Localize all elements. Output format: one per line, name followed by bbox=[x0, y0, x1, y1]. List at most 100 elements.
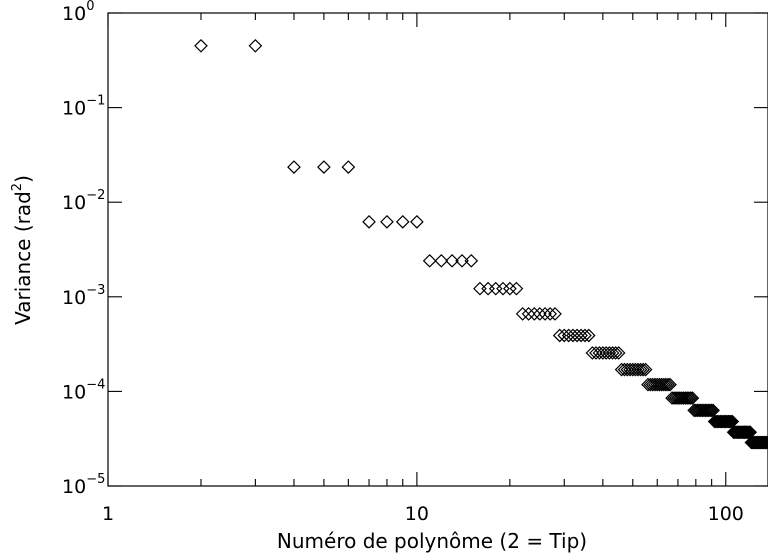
y-tick-label-exp: −1 bbox=[86, 94, 105, 109]
y-axis-label-close: ) bbox=[11, 175, 35, 183]
y-tick-label-base: 10 bbox=[62, 98, 86, 120]
marker-group bbox=[194, 38, 768, 450]
diamond-marker bbox=[608, 346, 623, 360]
diamond-marker bbox=[602, 346, 617, 360]
diamond-marker bbox=[596, 346, 610, 360]
diamond-marker bbox=[704, 403, 719, 418]
diamond-marker bbox=[380, 214, 394, 229]
diamond-marker bbox=[570, 328, 584, 343]
y-tick-label: 10−4 bbox=[62, 377, 105, 403]
y-axis-label: Variance (rad2) bbox=[10, 175, 35, 325]
diamond-marker bbox=[758, 435, 768, 450]
diamond-marker bbox=[685, 391, 700, 405]
diamond-marker bbox=[527, 307, 542, 321]
diamond-marker bbox=[445, 253, 459, 268]
diamond-marker bbox=[548, 307, 562, 321]
data-markers bbox=[194, 38, 768, 450]
diamond-marker bbox=[422, 253, 437, 268]
diamond-marker bbox=[395, 214, 410, 229]
diamond-marker bbox=[759, 435, 768, 450]
diamond-marker bbox=[543, 307, 557, 321]
diamond-marker bbox=[496, 281, 510, 296]
diamond-marker bbox=[739, 425, 754, 440]
diamond-marker bbox=[680, 391, 695, 405]
diamond-marker bbox=[756, 435, 768, 450]
y-axis-label-exp: 2 bbox=[10, 183, 25, 191]
y-tick-label: 100 bbox=[62, 0, 94, 25]
diamond-marker bbox=[592, 346, 607, 360]
diamond-marker bbox=[741, 425, 755, 440]
diamond-marker bbox=[724, 414, 738, 429]
y-tick-label: 10−3 bbox=[62, 283, 105, 309]
x-tick-label: 100 bbox=[708, 503, 744, 525]
diamond-marker bbox=[473, 281, 487, 296]
diamond-marker bbox=[503, 281, 517, 296]
x-tick-labels: 1 10 100 bbox=[102, 503, 744, 525]
diamond-marker bbox=[455, 253, 469, 268]
y-tick-label-base: 10 bbox=[62, 381, 86, 403]
diamond-marker bbox=[574, 328, 588, 343]
diamond-marker bbox=[521, 307, 536, 321]
y-tick-label: 10−5 bbox=[62, 472, 105, 498]
diamond-marker bbox=[638, 362, 653, 377]
diamond-marker bbox=[736, 425, 751, 440]
diamond-marker bbox=[636, 362, 650, 377]
diamond-marker bbox=[585, 346, 600, 360]
y-axis-label-base: Variance (rad bbox=[11, 191, 35, 325]
y-tick-label-base: 10 bbox=[62, 192, 86, 214]
diamond-marker bbox=[633, 362, 648, 377]
diamond-marker bbox=[566, 328, 580, 343]
diamond-marker bbox=[700, 403, 714, 418]
y-tick-label-exp: −2 bbox=[86, 188, 105, 203]
diamond-marker bbox=[722, 414, 737, 429]
diamond-marker bbox=[645, 377, 660, 392]
diamond-marker bbox=[683, 391, 698, 405]
diamond-marker bbox=[578, 328, 592, 343]
diamond-marker bbox=[317, 160, 331, 174]
y-tick-label-base: 10 bbox=[62, 3, 86, 25]
diamond-marker bbox=[481, 281, 495, 296]
diamond-marker bbox=[703, 403, 717, 418]
diamond-marker bbox=[755, 435, 768, 450]
x-axis-label: Numéro de polynôme (2 = Tip) bbox=[277, 529, 587, 553]
diamond-marker bbox=[532, 307, 547, 321]
plot-frame bbox=[107, 12, 768, 487]
diamond-marker bbox=[410, 214, 424, 229]
y-tick-label: 10−1 bbox=[62, 94, 105, 120]
y-tick-label-exp: −4 bbox=[86, 377, 105, 392]
diamond-marker bbox=[753, 435, 767, 450]
diamond-marker bbox=[656, 377, 671, 392]
diamond-marker bbox=[721, 414, 736, 429]
y-tick-label-exp: −5 bbox=[86, 472, 105, 487]
diamond-marker bbox=[643, 377, 658, 392]
diamond-marker bbox=[561, 328, 576, 343]
x-tick-label: 1 bbox=[102, 503, 114, 525]
y-tick-label: 10−2 bbox=[62, 188, 105, 214]
diamond-marker bbox=[589, 346, 603, 360]
diamond-marker bbox=[538, 307, 552, 321]
diamond-marker bbox=[718, 414, 733, 429]
diamond-marker bbox=[605, 346, 620, 360]
diamond-marker bbox=[659, 377, 673, 392]
diamond-marker bbox=[641, 377, 655, 392]
diamond-marker bbox=[720, 414, 734, 429]
diamond-marker bbox=[754, 435, 768, 450]
diamond-marker bbox=[678, 391, 693, 405]
diamond-marker bbox=[194, 38, 208, 53]
diamond-marker bbox=[509, 281, 524, 296]
diamond-marker bbox=[611, 346, 626, 360]
y-tick-label-exp: −3 bbox=[86, 283, 105, 298]
y-tick-label-base: 10 bbox=[62, 476, 86, 498]
diamond-marker bbox=[661, 377, 675, 392]
diamond-marker bbox=[701, 403, 716, 418]
diamond-marker bbox=[682, 391, 696, 405]
diamond-marker bbox=[341, 160, 356, 174]
diamond-marker bbox=[515, 307, 530, 321]
y-tick-label-exp: 0 bbox=[86, 0, 94, 14]
y-tick-label-base: 10 bbox=[62, 287, 86, 309]
diamond-marker bbox=[488, 281, 503, 296]
diamond-marker bbox=[362, 214, 376, 229]
diamond-marker bbox=[248, 38, 263, 53]
